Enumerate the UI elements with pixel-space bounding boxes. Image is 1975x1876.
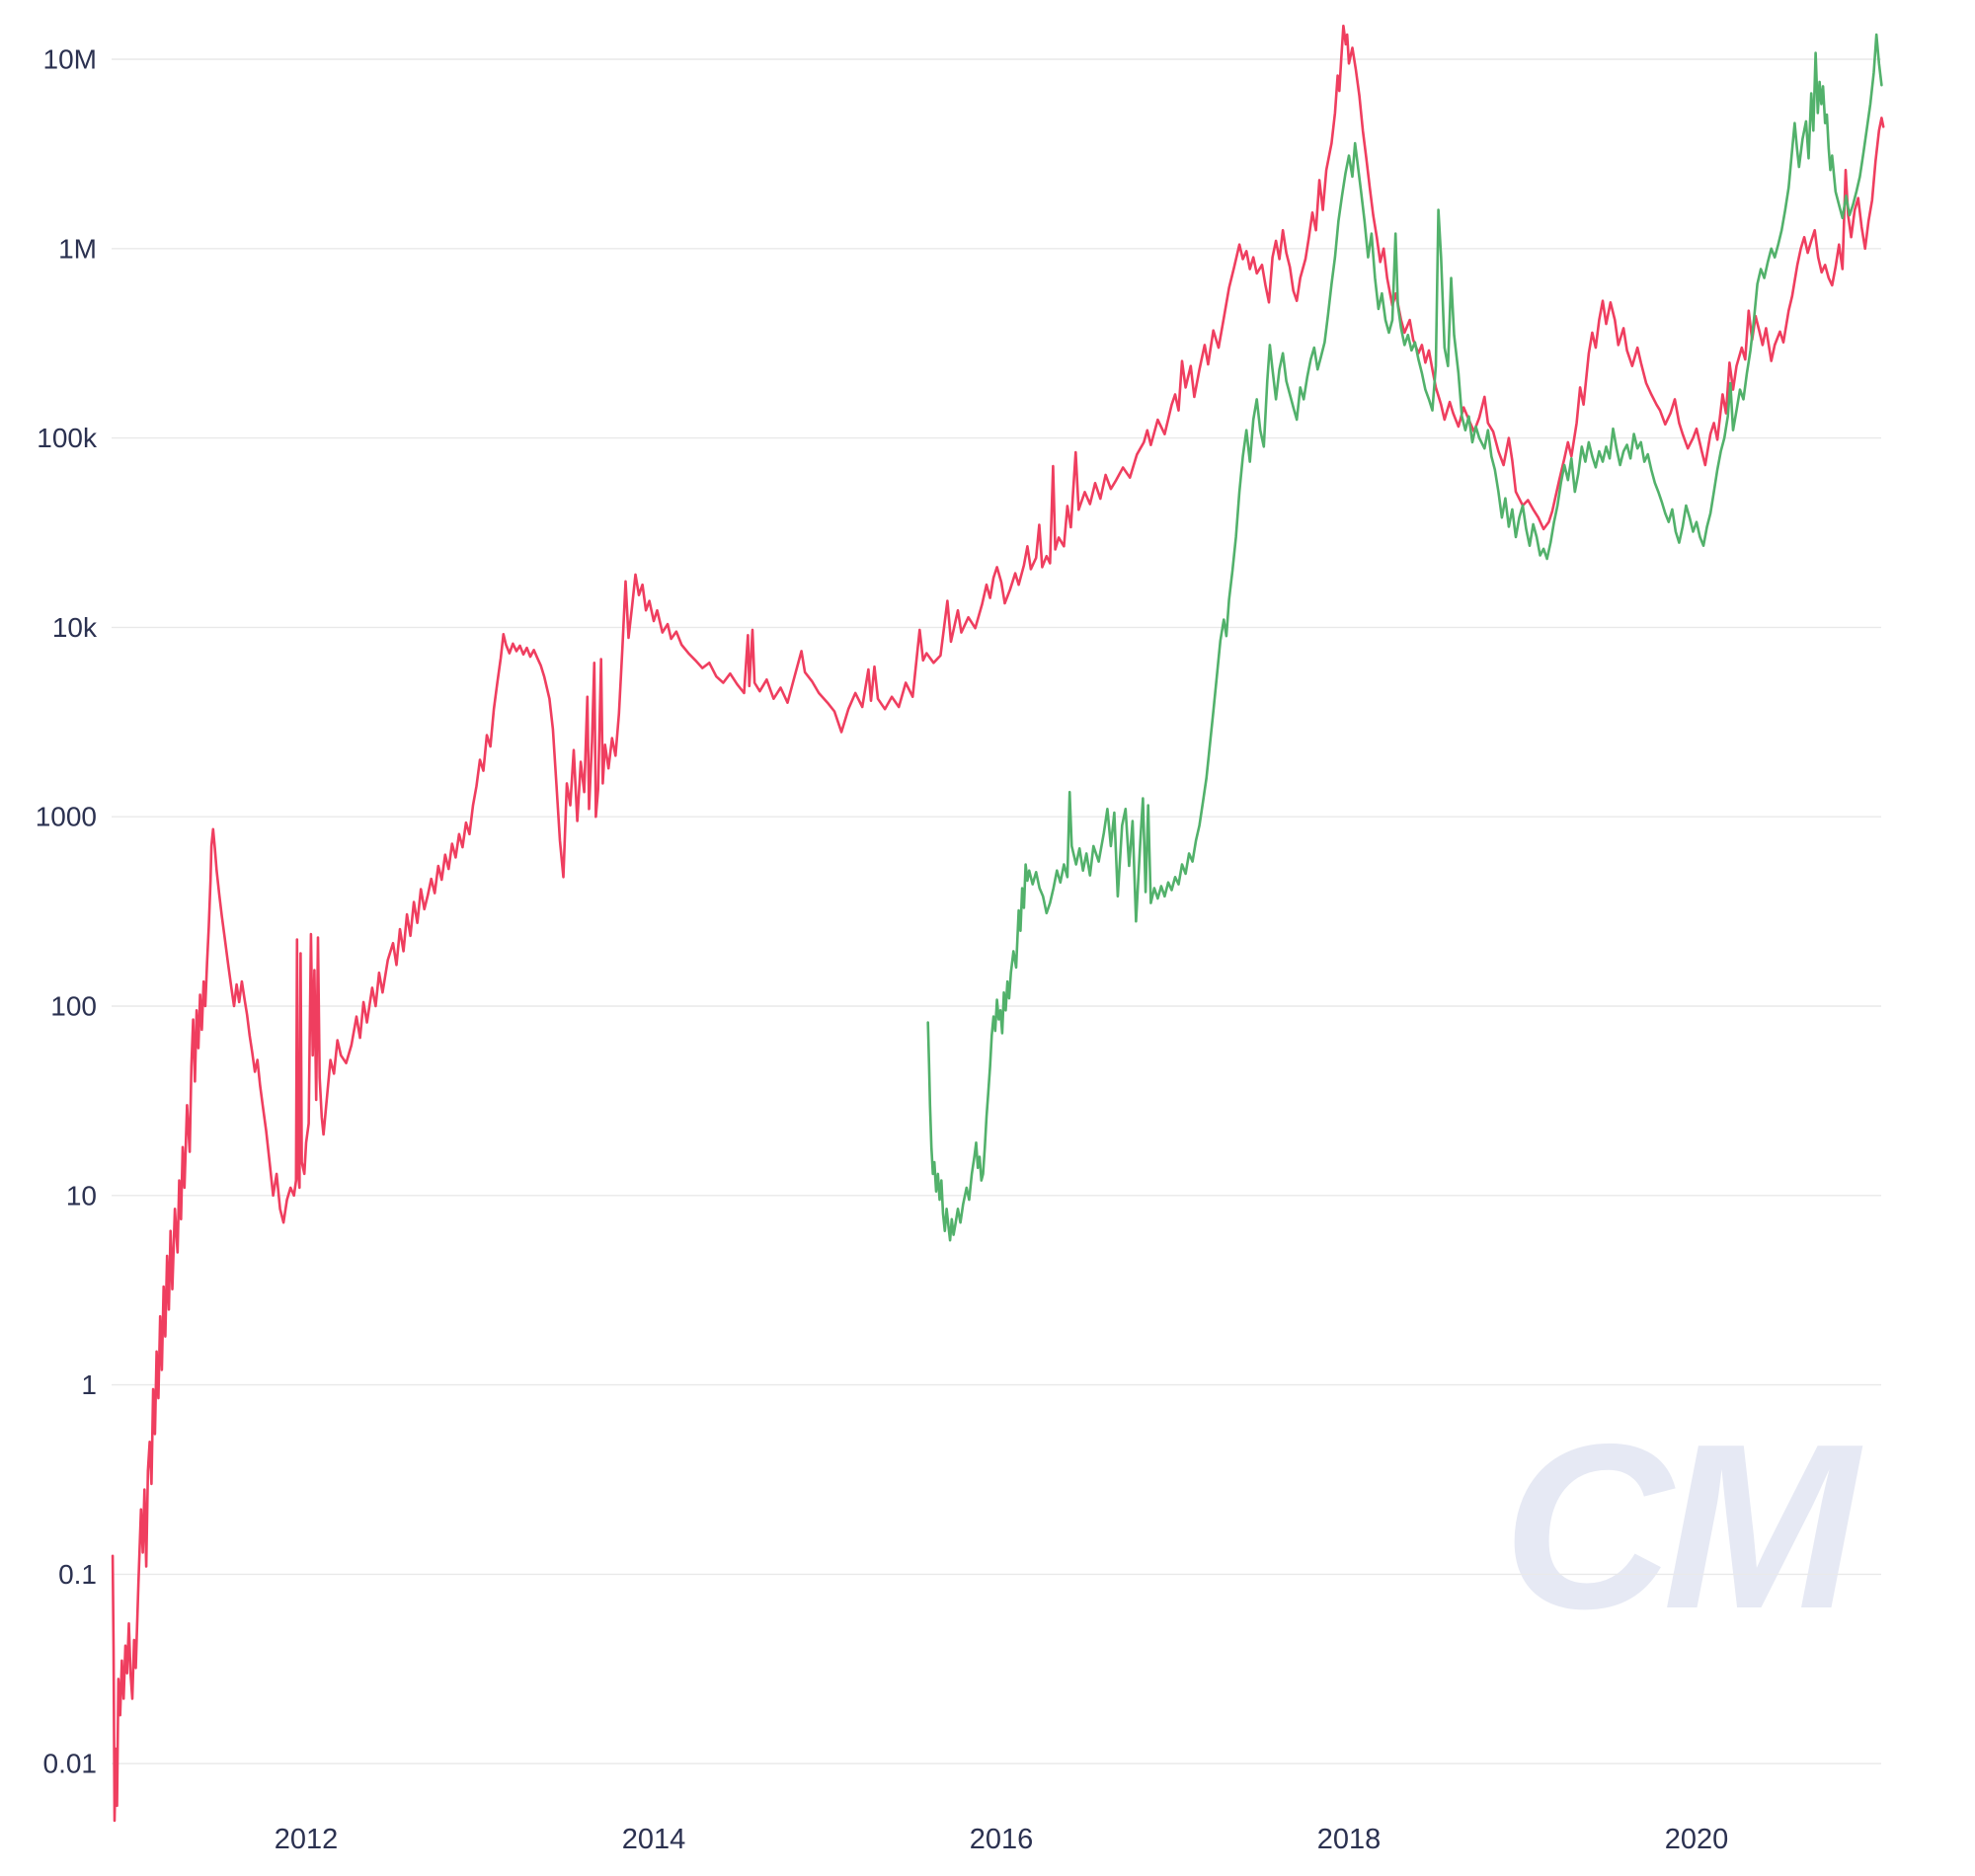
- y-axis-tick-labels: 10M 1M 100k 10k 1000 100 10 1 0.1 0.01: [36, 44, 98, 1779]
- series-lines: [111, 24, 1885, 1823]
- x-tick-label-2014: 2014: [622, 1824, 686, 1855]
- x-tick-label-2016: 2016: [970, 1824, 1034, 1855]
- x-tick-label-2012: 2012: [275, 1824, 339, 1855]
- x-tick-label-2020: 2020: [1665, 1824, 1729, 1855]
- y-tick-label-10k: 10k: [52, 612, 98, 643]
- y-tick-label-0.01: 0.01: [43, 1749, 98, 1779]
- y-tick-label-10: 10: [66, 1180, 97, 1211]
- y-tick-label-0.1: 0.1: [58, 1559, 97, 1590]
- series-green-line[interactable]: [926, 33, 1883, 1242]
- x-axis-tick-labels: 2012 2014 2016 2018 2020: [275, 1824, 1729, 1855]
- y-tick-label-1M: 1M: [58, 233, 97, 264]
- y-gridlines: [112, 58, 1881, 1764]
- y-tick-label-100k: 100k: [37, 423, 98, 453]
- y-tick-label-1: 1: [81, 1369, 97, 1400]
- y-tick-label-1000: 1000: [36, 802, 97, 832]
- cm-watermark-logo: CM: [1503, 1396, 1858, 1658]
- x-tick-label-2018: 2018: [1317, 1824, 1382, 1855]
- y-tick-label-10M: 10M: [43, 44, 97, 75]
- series-red-line[interactable]: [111, 24, 1885, 1823]
- y-tick-label-100: 100: [50, 991, 97, 1022]
